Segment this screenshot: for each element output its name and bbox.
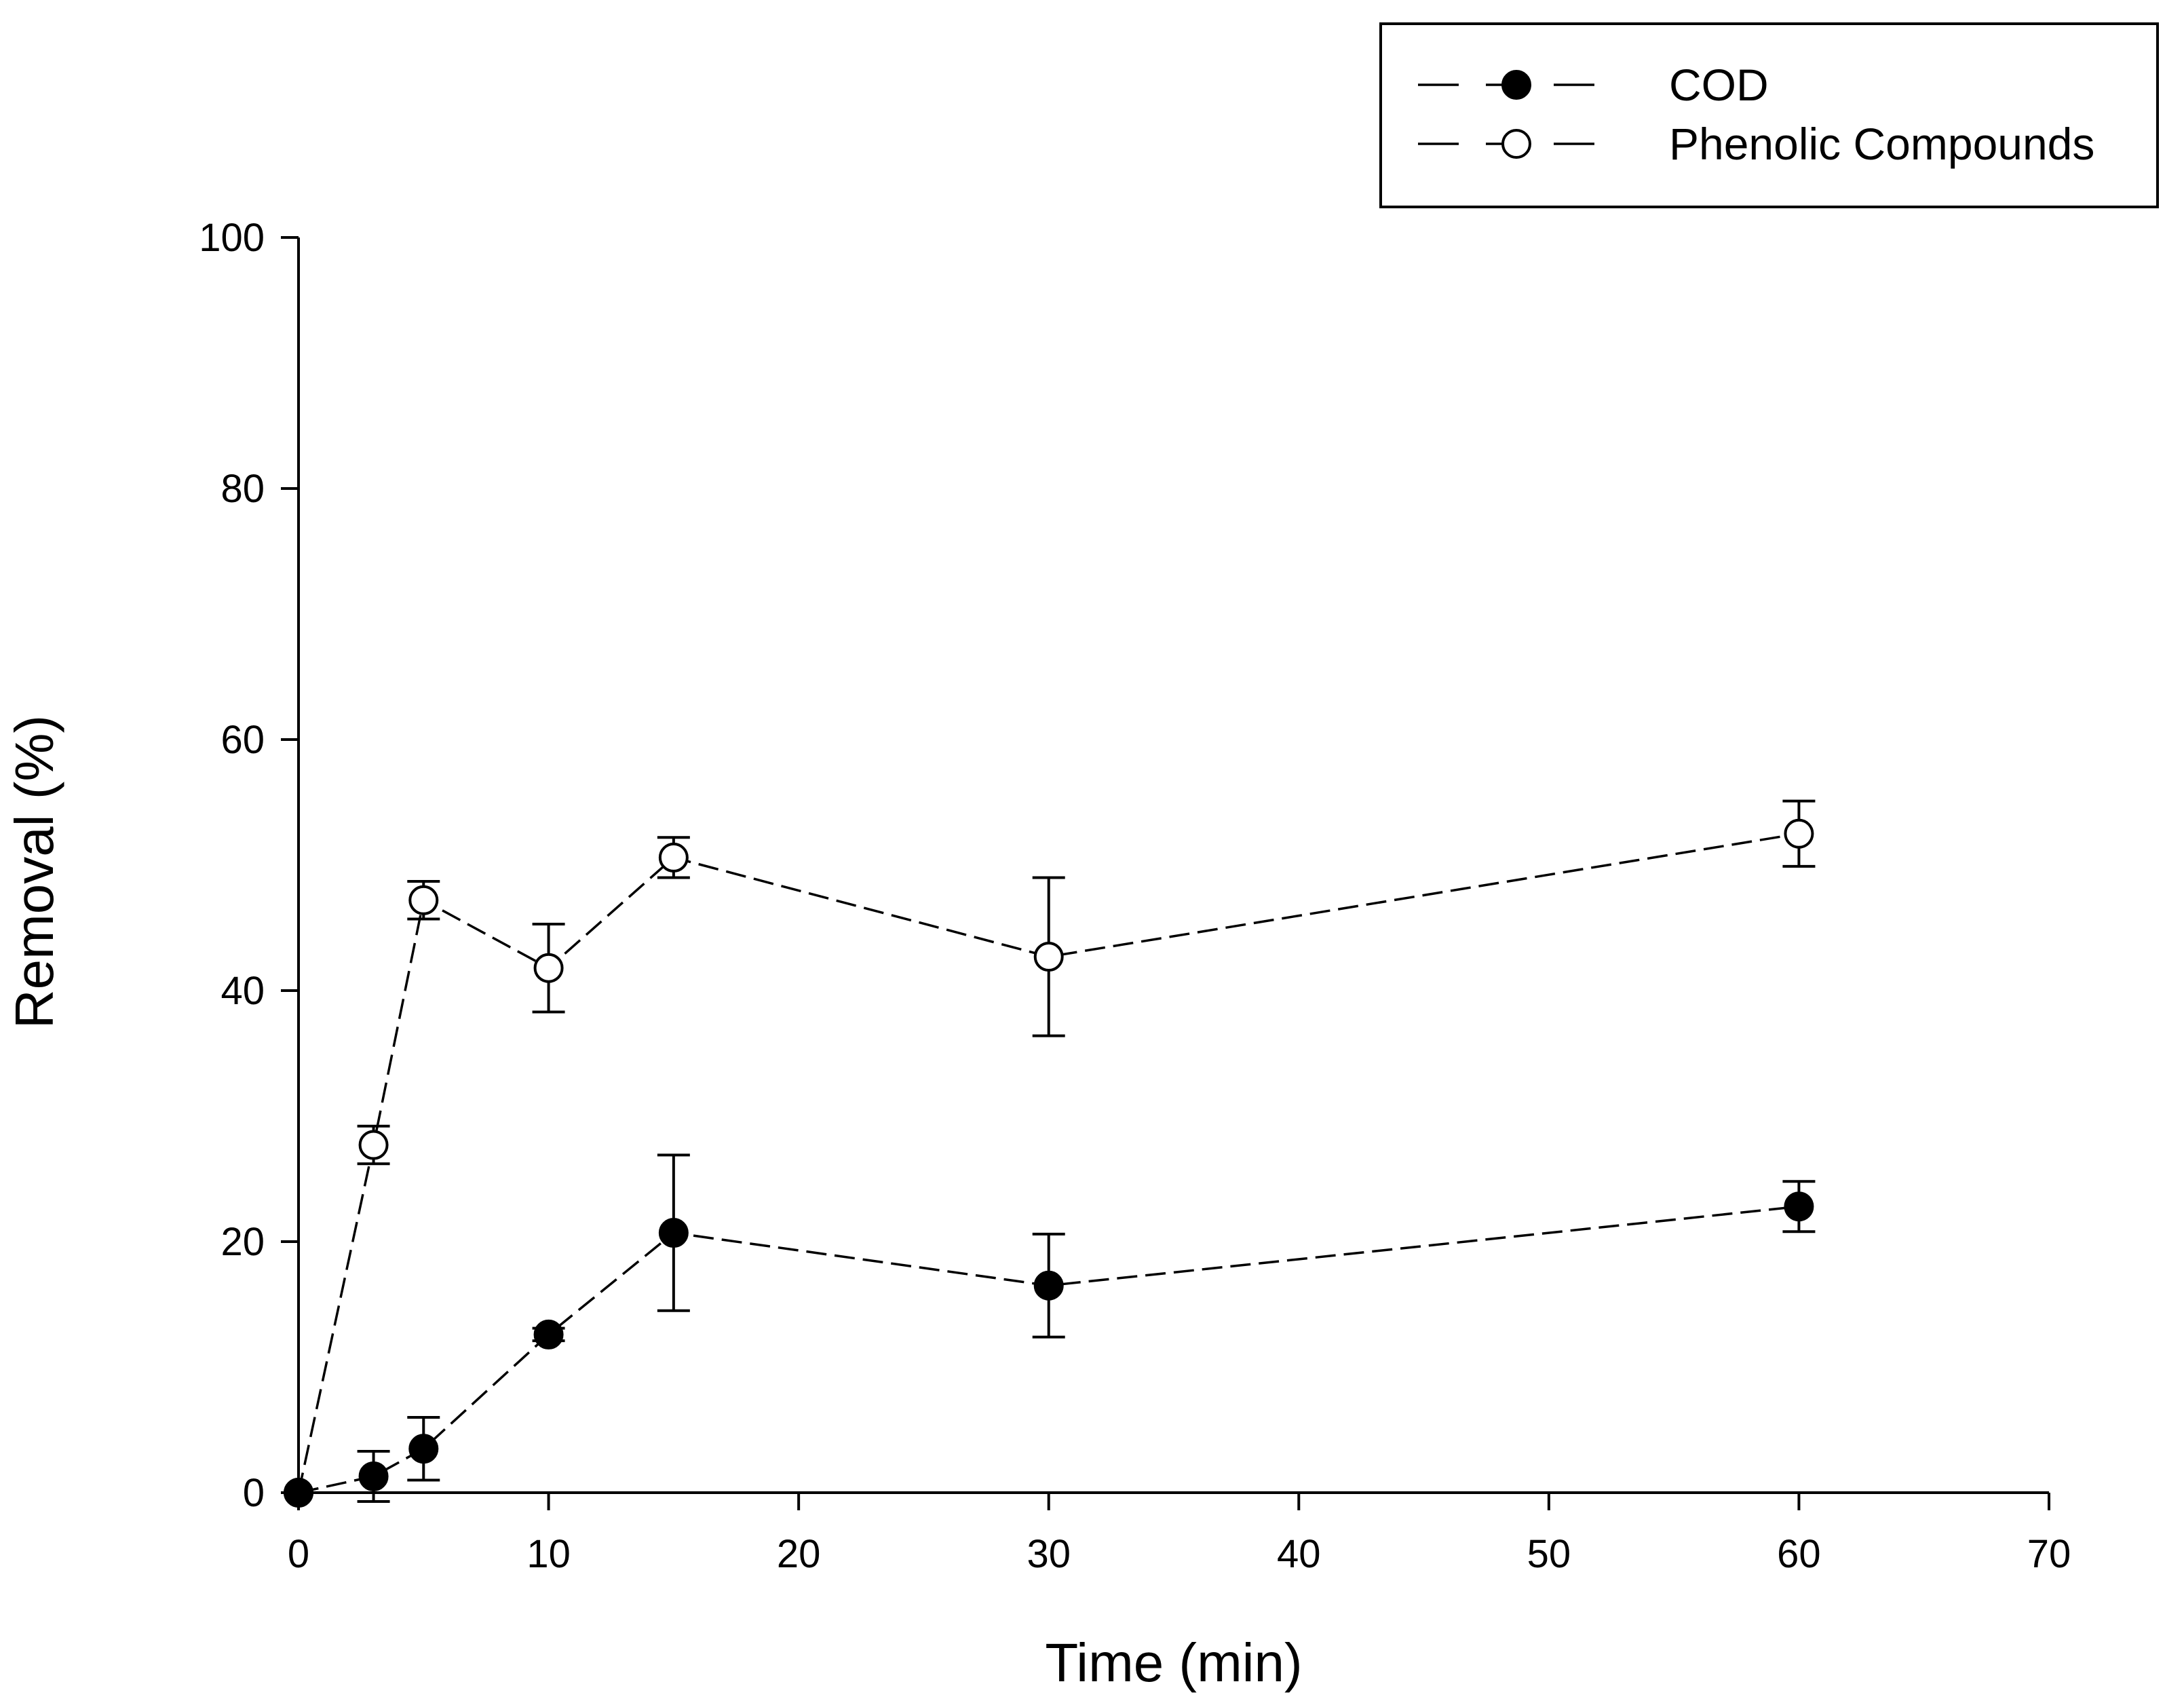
data-point (533, 1319, 564, 1350)
legend-label: COD (1669, 60, 1769, 110)
legend: COD Phenolic Compounds (1379, 22, 2159, 208)
x-tick-label: 20 (777, 1532, 821, 1576)
x-axis-title: Time (min) (1045, 1632, 1302, 1693)
data-point (1784, 1191, 1814, 1222)
legend-box (1379, 22, 2159, 208)
data-point (658, 1218, 689, 1248)
y-axis-title: Removal (%) (4, 715, 64, 1029)
x-tick-label: 10 (526, 1532, 571, 1576)
y-tick-label: 60 (221, 718, 265, 762)
data-point (1784, 818, 1814, 849)
data-point (408, 885, 439, 915)
data-point (658, 842, 689, 873)
legend-label: Phenolic Compounds (1669, 119, 2094, 169)
data-point (1033, 942, 1064, 972)
series-phenolic-compounds (284, 799, 1816, 1508)
y-tick-label: 40 (221, 969, 265, 1013)
axes: 0 20 40 60 80 100 0 10 20 30 40 50 60 70 (199, 216, 2071, 1576)
y-tick-label: 100 (199, 216, 265, 260)
x-tick-label: 30 (1027, 1532, 1071, 1576)
y-tick-label: 80 (221, 467, 265, 511)
series-layer (284, 799, 1816, 1508)
legend-entry: COD (1418, 60, 1769, 110)
series-cod (284, 1153, 1816, 1508)
data-point (284, 1478, 313, 1508)
data-point (408, 1434, 439, 1464)
x-tick-label: 0 (288, 1532, 309, 1576)
data-point (533, 953, 564, 983)
x-tick-label: 40 (1277, 1532, 1321, 1576)
y-tick-label: 0 (243, 1471, 265, 1515)
legend-marker (1501, 129, 1531, 159)
data-point (358, 1130, 389, 1160)
legend-entry: Phenolic Compounds (1418, 119, 2094, 169)
x-tick-label: 60 (1777, 1532, 1821, 1576)
legend-marker (1501, 70, 1531, 100)
y-tick-label: 20 (221, 1220, 265, 1264)
x-tick-label: 70 (2027, 1532, 2071, 1576)
data-point (1033, 1270, 1064, 1301)
x-tick-label: 50 (1527, 1532, 1571, 1576)
data-point (358, 1461, 389, 1491)
